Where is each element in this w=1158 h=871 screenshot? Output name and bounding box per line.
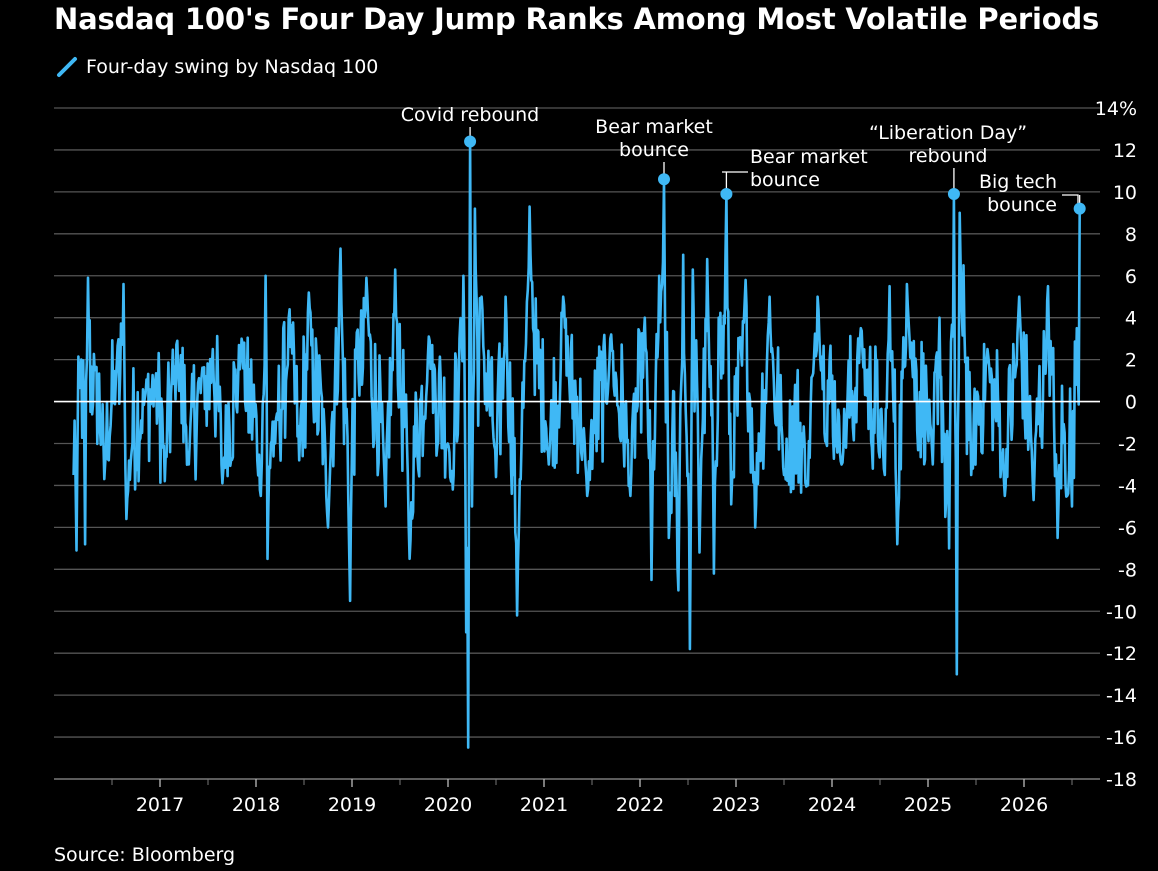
x-tick-label: 2017 (136, 794, 184, 816)
y-tick-label: -8 (1118, 559, 1137, 581)
annotation-label: bounce (619, 139, 689, 161)
y-tick-label: -6 (1118, 517, 1137, 539)
y-tick-label: -12 (1106, 643, 1137, 665)
x-tick-label: 2026 (1000, 794, 1048, 816)
annotation-marker (1073, 202, 1086, 215)
annotation-marker (658, 173, 670, 186)
series-line (72, 140, 1081, 749)
x-axis: 2017 2018 2019 2020 2021 2022 2023 2024 2025 2026 (54, 778, 1100, 816)
y-tick-label: 12 (1113, 140, 1137, 162)
legend: Four-day swing by Nasdaq 100 (56, 56, 378, 78)
y-tick-label: 10 (1113, 182, 1137, 204)
annotation-label: Covid rebound (401, 104, 539, 126)
legend-line-icon (56, 56, 78, 78)
y-tick-label: -14 (1106, 685, 1137, 707)
y-tick-label: 4 (1125, 308, 1137, 330)
y-tick-label: 14% (1095, 98, 1137, 120)
annotation-label: Bear market (595, 116, 713, 138)
y-tick-label: 0 (1125, 392, 1137, 414)
y-tick-label: -2 (1118, 434, 1137, 456)
y-tick-label: -18 (1106, 769, 1137, 791)
x-tick-label: 2023 (712, 794, 760, 816)
series-layer (72, 140, 1081, 749)
annotation-label: “Liberation Day” (869, 122, 1027, 144)
y-axis: 14% 12 10 8 6 4 2 0 -2 -4 -6 -8 -10 -12 -14 -16 -18 (1095, 98, 1137, 791)
annotation-label: Big tech (979, 171, 1057, 193)
y-tick-label: 6 (1125, 266, 1137, 288)
annotation-marker (464, 135, 477, 148)
x-tick-label: 2025 (904, 794, 952, 816)
y-tick-label: -10 (1106, 601, 1137, 623)
y-tick-label: -4 (1118, 475, 1137, 497)
y-tick-label: 8 (1125, 224, 1137, 246)
x-tick-label: 2022 (616, 794, 664, 816)
x-tick-label: 2020 (424, 794, 472, 816)
legend-label: Four-day swing by Nasdaq 100 (86, 56, 379, 78)
annotation-marker (947, 187, 960, 200)
annotation-label: bounce (750, 169, 820, 191)
x-tick-label: 2018 (232, 794, 280, 816)
source-note: Source: Bloomberg (54, 844, 236, 866)
annotation-marker (720, 187, 733, 200)
y-tick-label: 2 (1125, 350, 1137, 372)
x-tick-label: 2024 (808, 794, 856, 816)
x-tick-label: 2021 (520, 794, 568, 816)
annotation-label: Bear market (750, 146, 868, 168)
annotation-label: bounce (987, 194, 1057, 216)
chart-title: Nasdaq 100's Four Day Jump Ranks Among M… (54, 2, 1100, 36)
annotation-label: rebound (909, 145, 988, 167)
y-tick-label: -16 (1106, 727, 1137, 749)
x-tick-label: 2019 (328, 794, 376, 816)
